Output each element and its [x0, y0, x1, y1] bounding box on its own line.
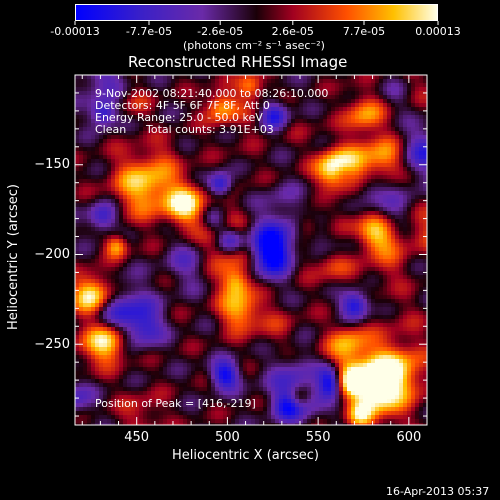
y-axis-title: Heliocentric Y (arcsec)	[6, 184, 21, 330]
colorbar-units: (photons cm⁻² s⁻¹ asec⁻²)	[183, 39, 325, 52]
time-range-label: 9-Nov-2002 08:21:40.000 to 08:26:10.000	[95, 87, 329, 100]
y-tick-label: −200	[34, 246, 70, 262]
footer-timestamp: 16-Apr-2013 05:37	[386, 485, 490, 498]
x-tick-label: 550	[305, 430, 331, 445]
energy-range-label: Energy Range: 25.0 - 50.0 keV	[95, 111, 263, 124]
colorbar-tick-label: -7.7e-05	[125, 25, 173, 38]
colorbar-tick-label: 7.7e-05	[342, 25, 386, 38]
x-tick-label: 600	[396, 430, 422, 445]
y-tick-label: −150	[34, 157, 70, 173]
method-label: Clean	[95, 123, 127, 136]
detectors-label: Detectors: 4F 5F 6F 7F 8F, Att 0	[95, 99, 270, 112]
colorbar-ticks	[74, 21, 439, 25]
colorbar-tick-label: 2.6e-05	[271, 25, 314, 38]
colorbar	[75, 4, 438, 21]
y-tick-label: −250	[34, 336, 70, 352]
plot-title: Reconstructed RHESSI Image	[128, 53, 348, 71]
colorbar-tick-label: -2.6e-05	[197, 25, 244, 38]
x-tick-label: 450	[124, 430, 150, 445]
colorbar-gradient	[76, 5, 437, 20]
colorbar-tick-label: -0.00013	[50, 25, 100, 38]
total-counts-label: Total counts: 3.91E+03	[146, 123, 274, 136]
colorbar-tick-label: 0.00013	[415, 25, 461, 38]
peak-position-label: Position of Peak = [416,-219]	[95, 397, 256, 410]
x-tick-label: 500	[214, 430, 240, 445]
x-axis-title: Heliocentric X (arcsec)	[172, 448, 319, 463]
